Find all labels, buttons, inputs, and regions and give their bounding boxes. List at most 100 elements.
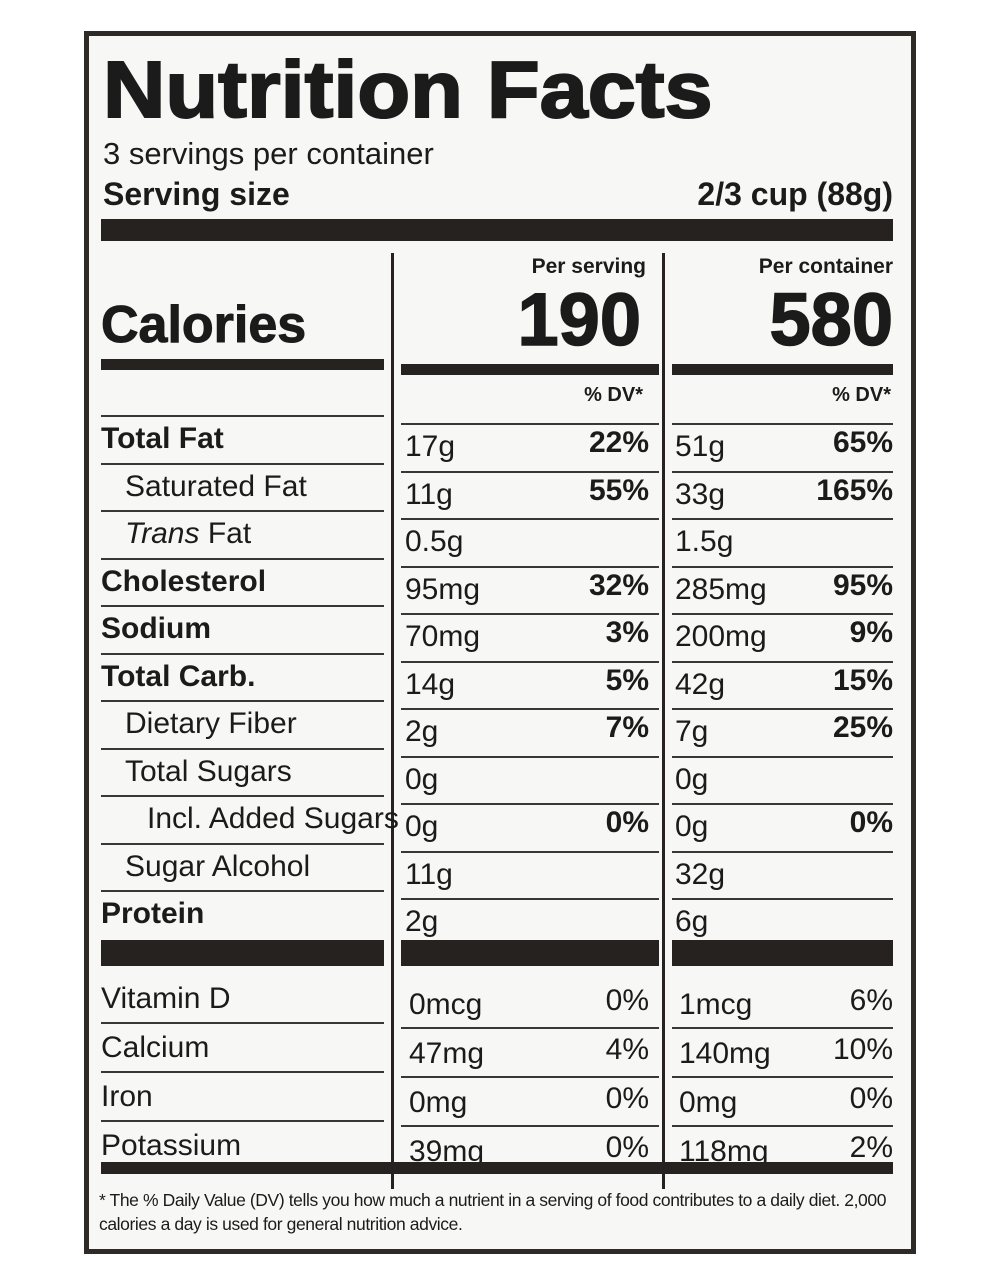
container-dv: 15% [832,663,893,697]
nutrition-facts-label: Nutrition Facts 3 servings per container… [84,31,916,1254]
container-dv: 65% [832,426,893,459]
row-separator [672,1076,893,1078]
row-separator [401,1027,659,1029]
vitamin-name: Vitamin D [101,982,231,1015]
container-amount: 7g [675,715,709,748]
nutrient-name: Total Sugars [125,754,292,788]
serving-amount: 0g [405,762,439,796]
vitamin-container-amount: 1mcg [679,988,753,1021]
nutrient-name: Sugar Alcohol [125,849,311,883]
per-container-header: Per container [758,255,893,278]
row-separator [401,613,659,615]
row-separator [672,423,893,425]
row-separator [401,1125,659,1127]
row-separator [672,613,893,615]
serving-amount: 14g [405,667,456,701]
row-separator [101,510,384,512]
serving-dv: 22% [588,426,649,459]
row-separator [401,755,659,758]
row-separator [401,708,659,710]
nutrient-name: Cholesterol [101,564,267,598]
vitamin-name: Potassium [101,1129,242,1162]
container-amount: 285mg [675,572,767,606]
row-separator [101,890,384,892]
nutrient-name: Incl. Added Sugars [147,802,399,835]
nutrient-name: Total Carb. [101,659,256,693]
nutrient-name: Dietary Fiber [125,707,297,740]
container-amount: 1.5g [675,525,734,558]
footnote-divider [101,1162,893,1174]
calories-label: Calories [100,296,307,355]
calories-per-container: 580 [769,278,894,361]
calories-divider-left [101,359,384,370]
container-amount: 42g [675,667,726,701]
serving-amount: 2g [405,715,439,748]
serving-amount: 11g [405,857,453,891]
row-separator [401,898,659,900]
vitamin-serving-amount: 0mcg [409,988,483,1021]
row-separator [672,898,893,900]
nutrient-name: Sodium [101,612,211,645]
row-separator [401,518,659,520]
container-dv: 165% [816,473,893,507]
vitamin-divider-right [672,940,893,966]
daily-value-footnote: * The % Daily Value (DV) tells you how m… [99,1190,887,1234]
vitamin-divider-mid [401,940,659,966]
row-separator [401,470,659,473]
row-separator [101,557,384,560]
row-separator [672,850,893,853]
row-separator [672,518,893,520]
row-separator [672,470,893,473]
row-separator [101,700,384,702]
calories-divider-right [672,364,893,375]
row-separator [101,1120,384,1122]
serving-amount: 95mg [405,572,481,606]
row-separator [672,708,893,710]
row-separator [101,1022,384,1024]
vitamin-container-amount: 140mg [679,1037,771,1070]
serving-size-value: 2/3 cup (88g) [697,176,893,212]
container-dv: 0% [849,806,893,839]
column-divider-serving [391,253,394,1189]
serving-size-label: Serving size [103,176,290,212]
nutrient-name: Trans Fat [125,511,251,557]
row-separator [672,660,893,663]
row-separator [672,1125,893,1127]
vitamin-serving-dv: 4% [605,1033,649,1066]
row-separator [401,423,659,425]
serving-amount: 2g [405,905,439,938]
serving-amount: 0.5g [405,525,464,558]
vitamin-serving-amount: 0mg [409,1086,468,1119]
nutrient-name: Saturated Fat [125,469,307,503]
container-dv: 9% [849,616,893,649]
serving-dv: 3% [605,616,649,649]
dv-header-serving: % DV* [584,384,643,406]
row-separator [401,565,659,568]
nutrient-name-rest: Fat [207,517,252,550]
row-separator [401,660,659,663]
row-separator [401,803,659,805]
row-separator [672,755,893,758]
row-separator [101,747,384,750]
serving-dv: 0% [605,806,649,839]
row-separator [101,795,384,797]
dv-header-container: % DV* [832,384,891,406]
serving-dv: 7% [605,711,649,744]
calories-per-serving: 190 [517,278,642,361]
container-dv: 25% [832,711,893,744]
nutrient-name: Protein [101,897,205,930]
serving-dv: 32% [588,568,649,602]
vitamin-container-dv: 10% [832,1033,893,1066]
serving-dv: 5% [605,663,649,697]
row-separator [401,850,659,853]
vitamin-name: Iron [101,1080,153,1113]
container-amount: 32g [675,857,726,891]
label-title: Nutrition Facts [102,44,714,135]
row-separator [101,462,384,465]
row-separator [401,1076,659,1078]
column-divider-container [662,253,665,1189]
vitamin-container-dv: 6% [849,984,893,1017]
row-separator [101,605,384,607]
row-separator [672,803,893,805]
servings-per-container: 3 servings per container [103,136,434,171]
